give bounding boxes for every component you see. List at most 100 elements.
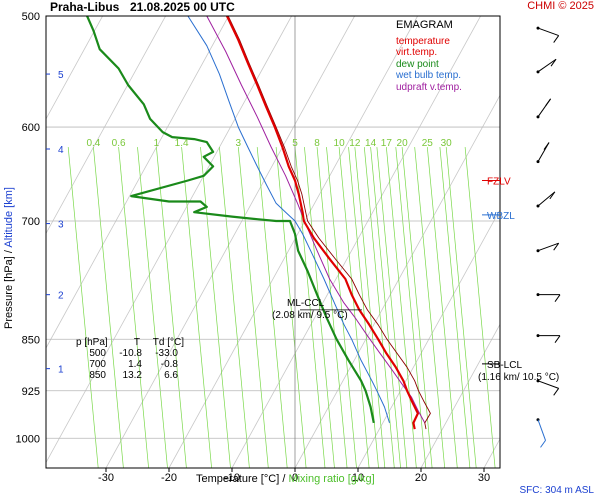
mixing-ratio-label: 25 <box>422 138 434 149</box>
mixing-ratio-line <box>326 147 357 468</box>
y-axis-title: Pressure [hPa] / Altitude [km] <box>3 183 15 333</box>
altitude-tick-label: 5 <box>58 70 64 81</box>
series-virt-temp <box>227 16 431 430</box>
pressure-tick-label: 850 <box>22 334 40 346</box>
mixing-ratio-label: 5 <box>292 138 298 149</box>
th-temp: T <box>133 337 140 348</box>
wind-barb-feather <box>550 58 557 67</box>
isotherm-grid <box>46 16 600 468</box>
altitude-tick-label: 1 <box>58 365 64 376</box>
x-tick-label: 20 <box>415 472 427 484</box>
mixing-ratio-line <box>181 147 212 468</box>
wind-barb-feather <box>543 142 550 150</box>
wind-barb-feather <box>553 388 560 396</box>
axis-ticks <box>46 73 485 472</box>
wind-barb-feather <box>554 335 561 343</box>
wind-barb-shaft <box>537 58 557 73</box>
x-tick-label: 30 <box>478 472 490 484</box>
levels-table-row: 500 -10.8 -33.0 <box>76 348 184 359</box>
mixing-ratio-line <box>219 147 250 468</box>
mixing-ratio-line <box>386 147 417 468</box>
cell: 700 <box>89 359 106 370</box>
mixing-ratio-label: 12 <box>349 138 361 149</box>
mixing-ratio-line <box>200 147 231 468</box>
wind-barb-feather <box>553 242 560 251</box>
isotherm-line <box>231 16 481 468</box>
mixing-ratio-lines <box>67 147 496 468</box>
legend-dew-point: dew point <box>396 58 439 70</box>
mixing-ratio-label: 8 <box>314 138 320 149</box>
x-axis-title-temp: Temperature [°C] <box>196 473 280 485</box>
cell: 850 <box>89 370 106 381</box>
y-axis-title-sep: / <box>3 247 15 257</box>
legend-wet-bulb: wet bulb temp. <box>396 70 462 81</box>
mixing-ratio-label: 14 <box>365 138 377 149</box>
levels-table-row: 850 13.2 6.6 <box>76 370 184 381</box>
mixing-ratio-line <box>376 147 408 468</box>
wbzl-label: WBZL <box>487 211 515 222</box>
wind-barb-shaft <box>537 380 559 389</box>
fzlv-label: FZLV <box>487 177 511 188</box>
mixing-ratio-line <box>275 147 307 468</box>
wind-barb-shaft <box>537 191 556 207</box>
legend-title: EMAGRAM <box>396 19 453 31</box>
annotations: FZLV WBZL ML-CCL(2.08 km/ 9.5 °C) SB-LCL(1.… <box>272 177 559 383</box>
series-udpraft-v-temp <box>206 16 426 424</box>
mixing-ratio-line <box>414 147 446 468</box>
altitude-tick-label: 3 <box>58 220 64 231</box>
x-tick-label: 0 <box>292 472 298 484</box>
mixing-ratio-label: 1.4 <box>175 138 189 149</box>
pressure-tick-label: 1000 <box>16 433 40 445</box>
mixing-ratio-line <box>156 147 187 468</box>
altitude-tick-label: 4 <box>58 145 64 156</box>
levels-table-header: p [hPa] T Td [°C] <box>76 337 184 348</box>
x-axis-title-sep: / <box>279 473 289 485</box>
pressure-tick-label: 700 <box>22 216 40 228</box>
mixing-ratio-label: 0.4 <box>86 138 100 149</box>
axis-labels: 0.4 0.6 1 1.4 3 5 8 10 12 14 17 20 25 305006007008509… <box>16 11 491 484</box>
mixing-ratio-line <box>464 147 496 468</box>
mixing-ratio-label: 3 <box>236 138 242 149</box>
isotherm-line <box>46 16 292 464</box>
mixing-ratio-line <box>67 147 99 468</box>
x-tick-label: 10 <box>352 472 364 484</box>
mixing-ratio-line <box>93 147 124 468</box>
isotherm-line <box>168 16 418 468</box>
cell: 1.4 <box>128 359 142 370</box>
isotherm-line <box>483 438 500 468</box>
mixing-ratio-label: 20 <box>397 138 409 149</box>
station-title: Praha-Libus <box>50 0 120 14</box>
isotherm-line <box>46 16 166 235</box>
wind-barb-feather <box>554 294 561 302</box>
y-axis-title-alt: Altitude [km] <box>3 187 15 248</box>
isotherm-line <box>420 323 500 468</box>
x-axis-title-mix: Mixing ratio [g/kg] <box>288 473 375 485</box>
y-axis-title-pressure: Pressure [hPa] <box>3 256 15 329</box>
mixing-ratio-line <box>401 147 433 468</box>
sb-lcl-detail: (1.16 km/ 10.5 °C) <box>478 372 559 383</box>
isotherm-line <box>46 16 103 120</box>
pressure-tick-label: 925 <box>22 386 40 398</box>
cell: -33.0 <box>155 348 178 359</box>
cell: -0.8 <box>160 359 178 370</box>
isotherm-line <box>547 16 600 468</box>
legend: EMAGRAM temperature virt.temp. dew point… <box>396 19 462 93</box>
th-dewpoint: Td [°C] <box>152 337 184 348</box>
series-wet-bulb-temp <box>187 16 390 424</box>
x-axis-title: Temperature [°C] / Mixing ratio [g/kg] <box>196 473 375 485</box>
surface-altitude: SFC: 304 m ASL <box>519 485 594 496</box>
mixing-ratio-line <box>118 147 149 468</box>
mixing-ratio-label: 1 <box>154 138 160 149</box>
wind-barb-feather <box>545 98 552 107</box>
mixing-ratio-line <box>370 147 401 468</box>
copyright: CHMI © 2025 <box>527 0 594 12</box>
pressure-tick-label: 500 <box>22 11 40 23</box>
legend-temperature: temperature <box>396 35 450 47</box>
altitude-tick-label: 2 <box>58 291 64 302</box>
mixing-ratio-line <box>137 147 168 468</box>
mixing-ratio-line <box>256 147 288 468</box>
wind-barb-feather <box>540 440 546 448</box>
cell: 500 <box>89 348 106 359</box>
mixing-ratio-label: 30 <box>441 138 453 149</box>
